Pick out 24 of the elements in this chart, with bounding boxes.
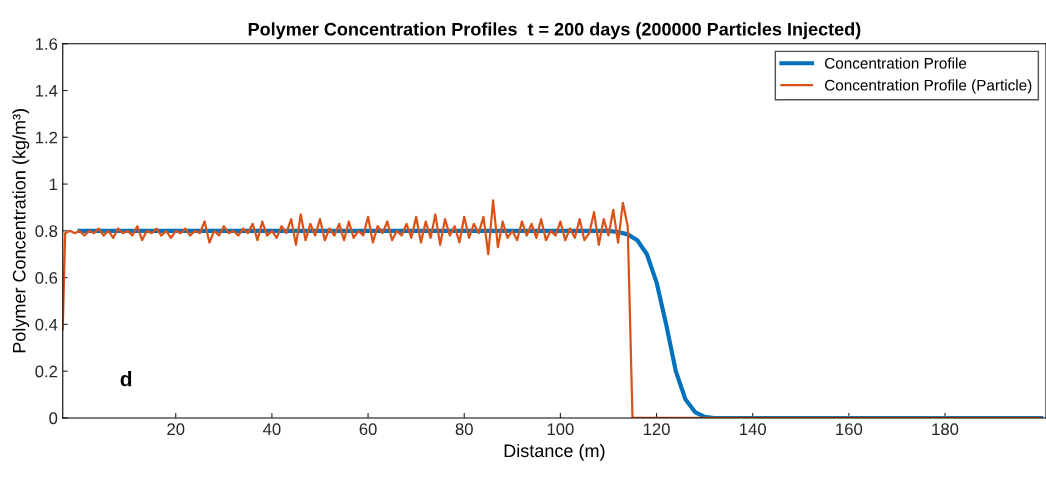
y-tick-label: 1.6 xyxy=(36,38,58,50)
x-tick-label: 40 xyxy=(263,423,281,436)
x-tick-label: 160 xyxy=(836,423,863,436)
y-tick-label: 0.8 xyxy=(35,225,58,238)
y-tick-label: 0.6 xyxy=(35,272,58,284)
y-tick-label: 1.4 xyxy=(36,85,58,97)
x-axis-title: Distance (m) xyxy=(504,443,605,461)
y-tick-label: 0 xyxy=(49,412,58,425)
y-tick-label: 1.2 xyxy=(36,131,58,144)
x-tick-label: 180 xyxy=(932,423,959,436)
y-tick-label: 0.4 xyxy=(35,318,58,331)
x-tick-label: 140 xyxy=(740,423,766,436)
x-tick-label: 120 xyxy=(643,423,670,436)
x-tick-label: 20 xyxy=(167,423,185,436)
legend-label: Concentration Profile xyxy=(825,57,967,69)
x-tick-label: 100 xyxy=(547,423,574,436)
y-axis-title: Polymer Concentration (kg/m³) xyxy=(12,109,30,353)
legend-label: Concentration Profile (Particle) xyxy=(825,79,1032,94)
x-tick-label: 80 xyxy=(455,423,473,436)
y-tick-label: 0.2 xyxy=(35,365,58,378)
annotation: d xyxy=(120,371,132,387)
chart-title: Polymer Concentration Profiles t = 200 days (200000 Particles Injected) xyxy=(248,22,861,40)
y-tick-label: 1 xyxy=(49,178,58,191)
x-tick-label: 60 xyxy=(359,423,377,436)
